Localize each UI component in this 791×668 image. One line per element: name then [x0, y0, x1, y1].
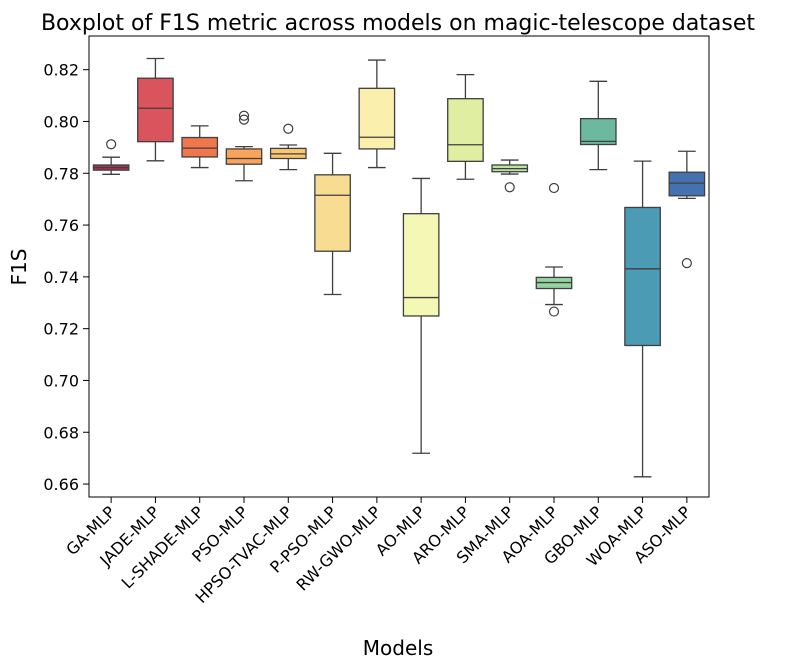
iqr-box	[181, 136, 219, 158]
box-hpso-tvac-mlp	[269, 123, 307, 171]
box-sma-mlp	[491, 159, 529, 193]
iqr-box	[137, 77, 174, 143]
box-p-pso-mlp	[314, 152, 351, 296]
box-aoa-mlp	[535, 182, 573, 317]
box-aso-mlp	[668, 150, 706, 269]
iqr-box	[624, 206, 661, 347]
y-tick-label: 0.72	[43, 320, 79, 339]
box-gbo-mlp	[579, 80, 617, 171]
iqr-box	[402, 213, 440, 317]
y-tick-label: 0.76	[43, 216, 79, 235]
iqr-box	[358, 87, 396, 150]
y-tick-label: 0.66	[43, 475, 79, 494]
box-jade-mlp	[137, 57, 174, 162]
box-rw-gwo-mlp	[358, 59, 396, 169]
outlier-point	[681, 258, 692, 269]
y-tick-label: 0.70	[43, 371, 79, 390]
outlier-point	[283, 123, 294, 134]
x-axis-ticks: GA-MLPJADE-MLPL-SHADE-MLPPSO-MLPHPSO-TVA…	[62, 497, 695, 607]
box-l-shade-mlp	[181, 125, 219, 169]
iqr-box	[579, 117, 617, 146]
outlier-point	[238, 114, 250, 125]
iqr-box	[314, 174, 351, 252]
box-aro-mlp	[447, 73, 484, 180]
box-ga-mlp	[92, 139, 130, 175]
y-tick-label: 0.80	[43, 112, 79, 131]
boxes-group	[92, 57, 706, 478]
y-axis-ticks: 0.66 0.68 0.70 0.72 0.74 0.76 0.78 0.80 0.82	[43, 61, 89, 494]
chart-title: Boxplot of F1S metric across models on m…	[41, 11, 755, 36]
outlier-point	[504, 182, 515, 193]
plot-area-frame	[88, 35, 710, 498]
iqr-box	[668, 171, 706, 197]
y-tick-label: 0.74	[43, 268, 79, 287]
outlier-point	[548, 306, 560, 317]
y-axis-label: F1S	[7, 249, 31, 286]
y-tick-label: 0.82	[43, 61, 79, 80]
outlier-point	[238, 110, 250, 121]
iqr-box	[225, 148, 263, 165]
box-pso-mlp	[225, 110, 263, 182]
outlier-point	[106, 139, 117, 150]
x-axis-label: Models	[363, 636, 433, 660]
iqr-box	[447, 98, 484, 163]
box-woa-mlp	[624, 160, 661, 478]
outlier-point	[548, 182, 560, 194]
box-ao-mlp	[402, 177, 440, 454]
y-tick-label: 0.68	[43, 423, 79, 442]
y-tick-label: 0.78	[43, 164, 79, 183]
